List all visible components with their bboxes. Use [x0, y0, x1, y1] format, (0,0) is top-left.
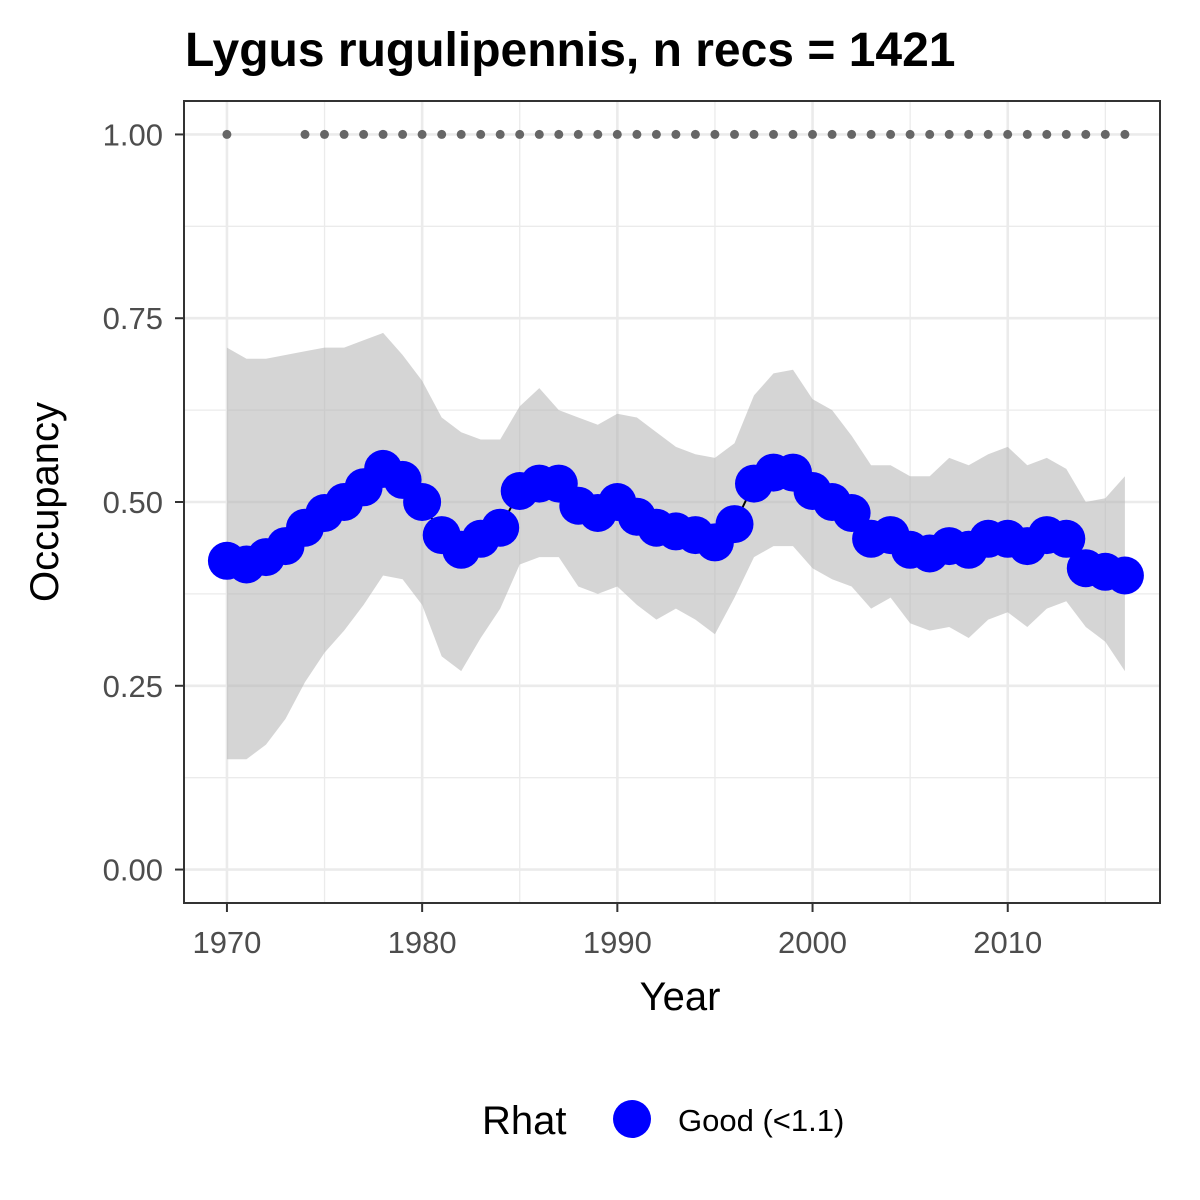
- record-dot: [1120, 129, 1130, 139]
- record-dot: [944, 129, 954, 139]
- record-dot: [1022, 129, 1032, 139]
- record-dot: [788, 129, 798, 139]
- record-dot: [573, 129, 583, 139]
- record-dot: [554, 129, 564, 139]
- x-tick-label: 1990: [583, 925, 652, 960]
- record-dot: [1100, 129, 1110, 139]
- record-dot: [866, 129, 876, 139]
- record-dot: [339, 129, 349, 139]
- x-tick-label: 2000: [778, 925, 847, 960]
- record-dot: [534, 129, 544, 139]
- legend-label-good: Good (<1.1): [678, 1103, 844, 1138]
- record-dot: [515, 129, 525, 139]
- y-tick-label: 0.75: [103, 301, 163, 336]
- record-dot: [398, 129, 408, 139]
- record-dot: [222, 129, 232, 139]
- occupancy-point: [403, 483, 442, 521]
- record-dot: [437, 129, 447, 139]
- record-dot: [925, 129, 935, 139]
- y-tick-label: 0.50: [103, 485, 163, 520]
- record-dots-layer: [222, 129, 1130, 139]
- record-dot: [847, 129, 857, 139]
- record-dot: [749, 129, 759, 139]
- record-dot: [378, 129, 388, 139]
- record-dot: [710, 129, 720, 139]
- record-dot: [1003, 129, 1013, 139]
- y-tick-label: 0.00: [103, 853, 163, 888]
- record-dot: [964, 129, 974, 139]
- legend-key-good: [613, 1100, 651, 1138]
- record-dot: [593, 129, 603, 139]
- x-tick-label: 1970: [192, 925, 261, 960]
- y-axis-title: Occupancy: [23, 402, 67, 602]
- x-axis-title: Year: [640, 975, 721, 1019]
- record-dot: [730, 129, 739, 139]
- record-dot: [359, 129, 369, 139]
- record-dot: [632, 129, 642, 139]
- record-dot: [983, 129, 993, 139]
- occupancy-point: [715, 505, 754, 544]
- occupancy-point: [1047, 519, 1086, 558]
- record-dot: [300, 129, 310, 139]
- record-dot: [690, 129, 700, 139]
- record-dot: [417, 129, 427, 139]
- occupancy-points-layer: [207, 449, 1144, 595]
- occupancy-point: [832, 494, 871, 532]
- record-dot: [769, 129, 778, 139]
- record-dot: [905, 129, 915, 139]
- record-dot: [808, 129, 817, 139]
- record-dot: [1081, 129, 1091, 139]
- record-dot: [495, 129, 505, 139]
- x-tick-label: 2010: [973, 925, 1042, 960]
- record-dot: [1061, 129, 1071, 139]
- x-tick-label: 1980: [388, 925, 457, 960]
- record-dot: [612, 129, 622, 139]
- record-dot: [1042, 129, 1052, 139]
- record-dot: [320, 129, 329, 139]
- legend: Rhat Good (<1.1): [482, 1099, 844, 1143]
- occupancy-point: [481, 508, 520, 547]
- y-tick-label: 1.00: [103, 117, 163, 152]
- record-dot: [651, 129, 661, 139]
- record-dot: [456, 129, 466, 139]
- occupancy-point: [1105, 556, 1144, 595]
- plot-panel: [183, 100, 1161, 904]
- legend-title: Rhat: [482, 1099, 567, 1143]
- record-dot: [886, 129, 896, 139]
- x-axis: 1970 1980 1990 2000 2010: [192, 903, 1042, 960]
- record-dot: [671, 129, 681, 139]
- y-axis: 0.00 0.25 0.50 0.75 1.00: [103, 117, 184, 888]
- y-tick-label: 0.25: [103, 669, 163, 704]
- record-dot: [476, 129, 486, 139]
- record-dot: [827, 129, 837, 139]
- chart-title: Lygus rugulipennis, n recs = 1421: [185, 24, 955, 77]
